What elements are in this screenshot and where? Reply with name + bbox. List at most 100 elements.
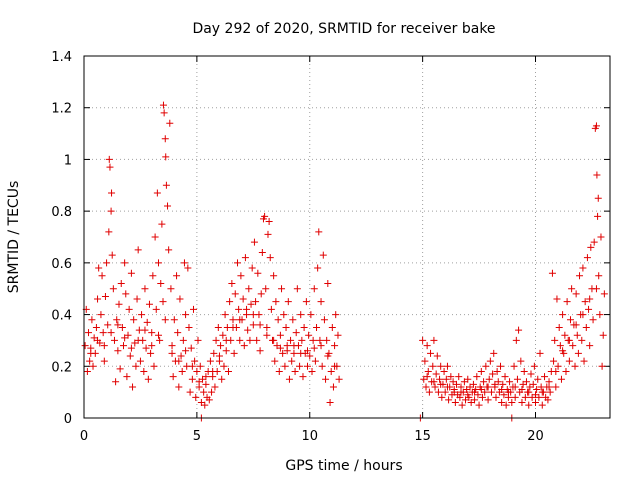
- data-point: [85, 329, 93, 337]
- data-point: [316, 336, 324, 344]
- data-point: [302, 298, 310, 306]
- data-point: [504, 388, 512, 396]
- data-point: [149, 272, 157, 280]
- data-point: [217, 342, 225, 350]
- data-point: [241, 254, 249, 262]
- data-point: [220, 362, 228, 370]
- data-point: [430, 336, 438, 344]
- data-point: [300, 324, 308, 331]
- data-point: [308, 367, 316, 375]
- data-point: [296, 362, 304, 370]
- data-point: [544, 396, 552, 404]
- data-point: [580, 357, 588, 365]
- data-point: [105, 155, 113, 163]
- x-tick-label: 0: [80, 429, 88, 444]
- data-point: [576, 272, 584, 280]
- data-point: [236, 336, 244, 344]
- data-point: [83, 367, 91, 375]
- y-tick-label: 0.4: [51, 309, 72, 324]
- data-point: [100, 342, 108, 350]
- data-point: [434, 388, 442, 396]
- data-point: [582, 324, 590, 331]
- y-tick-label: 1.2: [51, 102, 72, 117]
- data-point: [521, 393, 529, 401]
- data-point: [248, 264, 256, 272]
- data-point: [317, 342, 325, 350]
- data-point: [592, 285, 600, 293]
- data-point: [211, 383, 219, 391]
- y-axis-label: SRMTID / TECUs: [6, 181, 22, 294]
- data-point: [490, 349, 498, 357]
- data-point: [157, 280, 165, 288]
- data-point: [525, 401, 533, 409]
- data-point: [593, 171, 601, 179]
- data-point: [271, 357, 279, 365]
- y-tick-label: 1.4: [51, 50, 72, 65]
- data-point: [141, 285, 149, 293]
- data-point: [99, 329, 107, 337]
- data-point: [88, 316, 96, 324]
- data-points: [81, 101, 608, 422]
- data-point: [202, 373, 210, 381]
- data-point: [518, 386, 526, 394]
- data-point: [569, 342, 577, 350]
- data-point: [182, 347, 190, 355]
- data-point: [578, 336, 586, 344]
- data-point: [140, 367, 148, 375]
- data-point: [303, 362, 311, 370]
- data-point: [230, 349, 238, 357]
- data-point: [497, 362, 505, 370]
- data-point: [178, 367, 186, 375]
- data-point: [314, 264, 322, 272]
- data-point: [193, 367, 201, 375]
- data-point: [109, 285, 117, 293]
- data-point: [281, 362, 289, 370]
- data-point: [132, 362, 140, 370]
- data-point: [112, 378, 120, 386]
- data-point: [247, 300, 255, 308]
- data-point: [162, 181, 170, 189]
- data-point: [275, 367, 283, 375]
- data-point: [429, 362, 437, 370]
- data-point: [256, 321, 264, 329]
- data-point: [250, 238, 258, 246]
- data-point: [475, 401, 483, 409]
- data-point: [512, 336, 520, 344]
- data-point: [477, 386, 485, 394]
- data-point: [562, 367, 570, 375]
- data-point: [161, 135, 169, 143]
- data-point: [179, 336, 187, 344]
- data-point: [224, 367, 232, 375]
- data-point: [180, 259, 188, 267]
- data-point: [287, 336, 295, 344]
- data-point: [551, 336, 559, 344]
- data-point: [127, 269, 135, 277]
- data-point: [133, 295, 141, 303]
- data-point: [298, 336, 306, 344]
- data-point: [478, 393, 486, 401]
- data-point: [506, 378, 514, 386]
- data-point: [534, 375, 542, 383]
- data-point: [154, 331, 162, 339]
- data-point: [263, 324, 271, 331]
- data-point: [282, 324, 290, 331]
- data-point: [235, 305, 243, 313]
- data-point: [208, 388, 216, 396]
- data-point: [600, 290, 608, 298]
- data-point: [319, 251, 327, 259]
- data-point: [154, 259, 162, 267]
- axis-ticks: 0 0.2 0.4 0.6 0.8 1 1.2 1.4 0 5 10 15 20: [51, 50, 610, 444]
- data-point: [480, 378, 488, 386]
- data-point: [334, 331, 342, 339]
- data-point: [200, 388, 208, 396]
- data-point: [153, 189, 161, 197]
- data-point: [107, 207, 115, 215]
- y-tick-label: 0.2: [51, 360, 72, 375]
- data-point: [436, 375, 444, 383]
- data-point: [276, 344, 284, 352]
- data-point: [525, 388, 533, 396]
- data-point: [527, 370, 535, 378]
- data-point: [425, 388, 433, 396]
- data-point: [134, 336, 142, 344]
- data-point: [257, 290, 265, 298]
